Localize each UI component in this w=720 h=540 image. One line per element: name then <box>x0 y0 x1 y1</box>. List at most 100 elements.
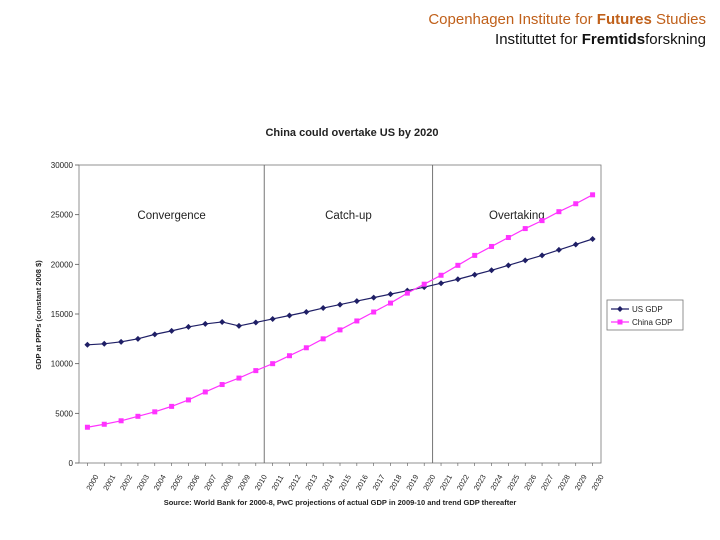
x-tick-label: 2011 <box>270 474 286 492</box>
x-tick-label: 2016 <box>354 473 370 492</box>
legend-marker <box>617 306 623 312</box>
data-point <box>505 262 512 269</box>
x-tick-label: 2007 <box>202 473 218 492</box>
data-point <box>169 403 175 409</box>
x-tick-label: 2029 <box>573 473 589 492</box>
data-point <box>320 305 327 312</box>
data-point <box>236 375 242 381</box>
data-point <box>488 267 495 274</box>
data-point <box>135 413 141 419</box>
header-line-1-post: Studies <box>651 11 706 28</box>
data-point <box>539 218 545 224</box>
x-tick-label: 2001 <box>101 473 117 492</box>
data-point <box>84 341 91 348</box>
header-line-1-pre: Copenhagen Institute for <box>428 11 597 28</box>
data-point <box>522 257 529 264</box>
data-point <box>303 345 309 351</box>
legend-marker <box>617 319 623 325</box>
x-tick-label: 2022 <box>455 473 471 492</box>
data-point <box>270 361 276 367</box>
data-point <box>151 331 158 338</box>
data-point <box>134 335 141 342</box>
data-point <box>118 338 125 345</box>
data-point <box>590 192 596 198</box>
data-point <box>101 421 107 427</box>
x-tick-label: 2021 <box>438 473 454 492</box>
data-point <box>168 327 175 334</box>
x-tick-label: 2000 <box>84 473 100 492</box>
data-point <box>202 389 208 395</box>
y-tick-label: 10000 <box>51 360 74 369</box>
data-point <box>354 318 360 324</box>
data-point <box>286 312 293 319</box>
x-tick-label: 2019 <box>404 473 420 492</box>
x-tick-label: 2010 <box>253 473 269 492</box>
y-tick-label: 30000 <box>51 161 74 170</box>
data-point <box>371 309 377 315</box>
phase-label-overtaking: Overtaking <box>489 210 545 222</box>
y-axis-label: GDP at PPPs (constant 2008 $) <box>34 260 43 370</box>
legend-label: US GDP <box>632 305 663 314</box>
series-line-china-gdp <box>87 194 593 428</box>
data-point <box>539 252 546 259</box>
x-tick-label: 2012 <box>286 473 302 492</box>
data-point <box>555 246 562 253</box>
x-tick-label: 2024 <box>488 473 504 492</box>
header-line-1-bold: Futures <box>596 11 652 28</box>
x-tick-label: 2003 <box>135 473 151 492</box>
data-point <box>253 368 259 374</box>
x-tick-label: 2002 <box>118 473 134 492</box>
data-point <box>118 418 124 424</box>
x-tick-label: 2006 <box>185 473 201 492</box>
data-point <box>522 226 528 232</box>
legend-box <box>606 299 684 331</box>
data-point <box>455 262 461 268</box>
data-point <box>489 243 495 249</box>
x-tick-label: 2009 <box>236 473 252 492</box>
data-point <box>337 301 343 308</box>
data-point <box>454 276 461 283</box>
header-line-2-pre: Instituttet for <box>495 31 582 48</box>
header-line-2-post: forskning <box>645 31 706 48</box>
data-point <box>353 298 360 305</box>
data-point <box>84 424 90 430</box>
data-point <box>303 309 310 316</box>
x-tick-label: 2018 <box>387 473 403 492</box>
data-point <box>438 272 444 278</box>
x-tick-label: 2014 <box>320 473 336 492</box>
data-point <box>505 235 511 241</box>
data-point <box>572 241 579 248</box>
data-point <box>370 294 377 301</box>
x-tick-label: 2023 <box>472 473 488 492</box>
x-tick-label: 2004 <box>152 473 168 492</box>
y-tick-label: 5000 <box>55 409 73 418</box>
x-tick-label: 2005 <box>169 473 185 492</box>
data-point <box>101 340 108 347</box>
y-tick-label: 0 <box>69 459 74 468</box>
data-point <box>252 319 259 326</box>
x-tick-label: 2026 <box>522 473 538 492</box>
data-point <box>286 353 292 359</box>
x-tick-label: 2013 <box>303 473 319 492</box>
data-point <box>421 281 427 287</box>
data-point <box>235 322 242 329</box>
data-point <box>269 315 276 322</box>
data-point <box>438 280 445 287</box>
data-point <box>573 201 579 207</box>
data-point <box>388 300 394 306</box>
data-point <box>556 209 562 215</box>
x-tick-label: 2028 <box>556 473 572 492</box>
header-line-2-bold: Fremtids <box>581 31 646 48</box>
source-note: Source: World Bank for 2000-8, PwC proje… <box>164 498 517 507</box>
x-tick-label: 2008 <box>219 473 235 492</box>
y-tick-label: 25000 <box>51 211 74 220</box>
x-tick-label: 2015 <box>337 473 353 492</box>
data-point <box>337 327 343 333</box>
x-tick-label: 2020 <box>421 473 437 492</box>
data-point <box>219 382 225 388</box>
x-tick-label: 2025 <box>505 473 521 492</box>
y-tick-label: 20000 <box>51 260 74 269</box>
y-tick-label: 15000 <box>51 310 74 319</box>
data-point <box>320 336 326 342</box>
